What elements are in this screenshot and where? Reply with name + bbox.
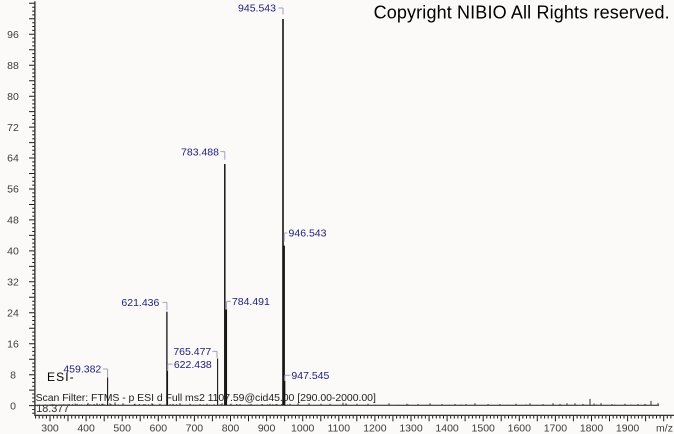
svg-text:600: 600 — [150, 423, 168, 434]
svg-text:1100: 1100 — [328, 423, 351, 434]
svg-text:459.382: 459.382 — [63, 364, 101, 376]
svg-text:400: 400 — [77, 423, 95, 434]
svg-text:56: 56 — [7, 184, 19, 196]
svg-text:0: 0 — [10, 400, 16, 412]
svg-text:1300: 1300 — [399, 423, 423, 434]
svg-text:m/z: m/z — [656, 423, 673, 434]
svg-text:946.543: 946.543 — [289, 228, 327, 240]
svg-text:18.377: 18.377 — [36, 403, 69, 415]
svg-text:96: 96 — [7, 29, 19, 41]
svg-text:621.436: 621.436 — [121, 297, 159, 309]
svg-text:8: 8 — [10, 369, 16, 381]
svg-text:88: 88 — [7, 60, 19, 72]
svg-text:1700: 1700 — [544, 423, 568, 434]
svg-text:40: 40 — [7, 246, 19, 258]
svg-text:24: 24 — [7, 308, 19, 320]
svg-text:765.477: 765.477 — [173, 346, 211, 358]
svg-text:700: 700 — [186, 423, 204, 434]
svg-text:1900: 1900 — [616, 423, 640, 434]
svg-text:1800: 1800 — [580, 423, 604, 434]
svg-text:64: 64 — [7, 153, 19, 165]
svg-text:622.438: 622.438 — [174, 359, 212, 371]
svg-text:800: 800 — [222, 423, 240, 434]
svg-text:1000: 1000 — [291, 423, 315, 434]
svg-text:32: 32 — [7, 277, 19, 289]
svg-text:1200: 1200 — [363, 423, 387, 434]
svg-text:783.488: 783.488 — [181, 146, 219, 158]
svg-text:1400: 1400 — [435, 423, 459, 434]
svg-text:300: 300 — [41, 423, 59, 434]
svg-text:ESI-: ESI- — [47, 370, 75, 384]
svg-text:Scan Filter: FTMS - p ESI d Fu: Scan Filter: FTMS - p ESI d Full ms2 110… — [36, 392, 376, 404]
svg-text:16: 16 — [7, 338, 19, 350]
svg-text:1500: 1500 — [472, 423, 496, 434]
svg-text:500: 500 — [113, 423, 131, 434]
svg-text:947.545: 947.545 — [291, 370, 329, 382]
svg-text:Copyright NIBIO All Rights res: Copyright NIBIO All Rights reserved. — [374, 3, 670, 23]
svg-text:1600: 1600 — [508, 423, 532, 434]
svg-text:900: 900 — [258, 423, 276, 434]
svg-text:72: 72 — [7, 122, 19, 134]
svg-text:80: 80 — [7, 91, 19, 103]
svg-text:48: 48 — [7, 215, 19, 227]
svg-text:945.543: 945.543 — [238, 3, 276, 15]
svg-text:784.491: 784.491 — [232, 296, 270, 308]
